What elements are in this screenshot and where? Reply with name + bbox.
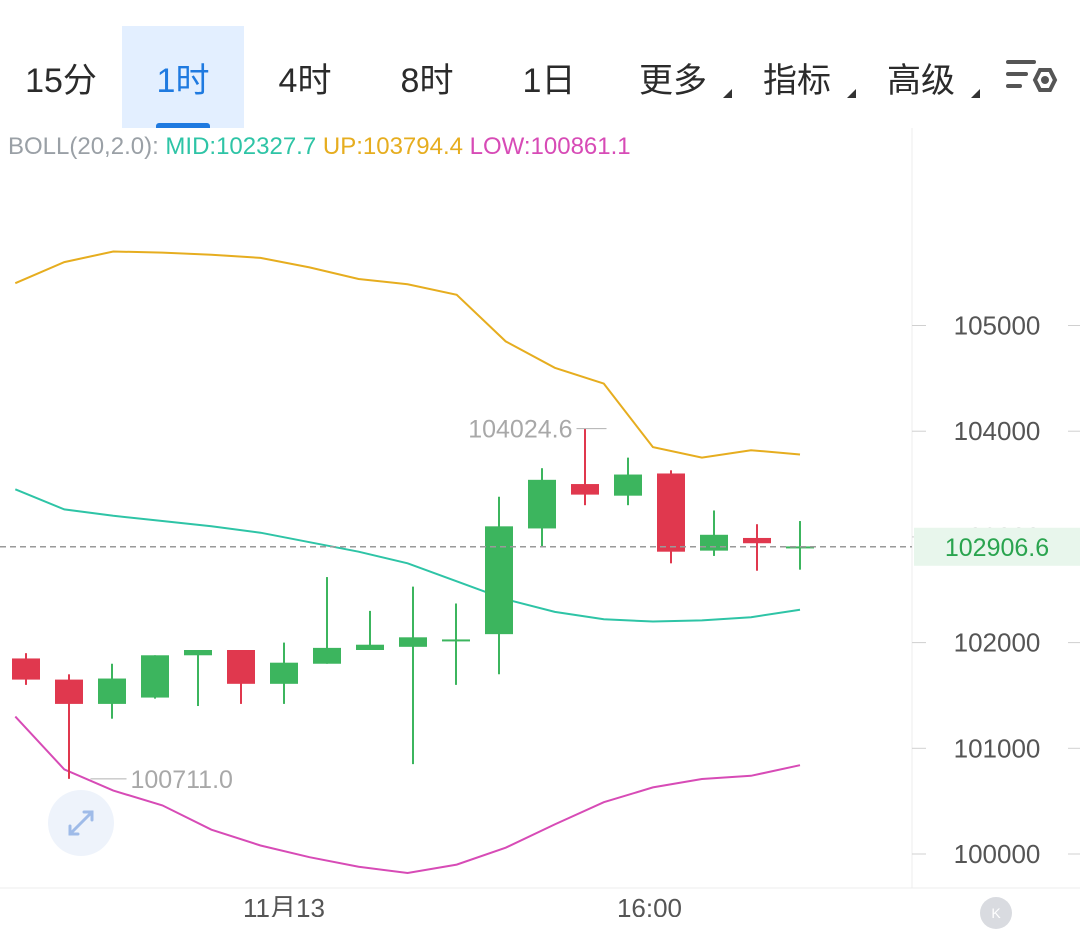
candle-body-up <box>141 655 169 698</box>
dropdown-caret-icon <box>971 89 980 98</box>
candle-body-up <box>98 678 126 704</box>
tab-label: 更多 <box>639 61 707 100</box>
tab-label: 1日 <box>522 61 576 100</box>
candle-body-up <box>614 474 642 496</box>
candle-body-up <box>356 644 384 650</box>
expand-icon <box>68 810 94 836</box>
tab-0[interactable]: 15分 <box>0 26 122 128</box>
candle-body-down <box>571 484 599 495</box>
boll-lower-band <box>14 715 801 875</box>
candle-body-up <box>184 649 212 656</box>
boll-up-value: UP:103794.4 <box>322 133 463 160</box>
candle-body-up <box>313 647 341 664</box>
x-tick-label: 11月13 <box>243 893 325 917</box>
tab-label: 8时 <box>400 61 454 100</box>
tab-label: 15分 <box>25 61 97 100</box>
current-price-label: 102906.6 <box>945 534 1049 562</box>
candle-body-up <box>399 637 427 647</box>
boll-middle-band <box>14 488 801 623</box>
candle-body-up <box>700 534 728 551</box>
timeframe-tabs: 15分 1时 4时 8时 1日 更多 指标 高级 <box>0 0 1080 128</box>
boll-indicator-name: BOLL(20,2.0): <box>8 133 159 160</box>
tab-4[interactable]: 1日 <box>488 26 610 128</box>
dropdown-caret-icon <box>847 89 856 98</box>
tab-label: 1时 <box>156 61 210 100</box>
tab-3[interactable]: 8时 <box>366 26 488 128</box>
logo-badge: K <box>980 897 1012 929</box>
low-price-label: 100711.0 <box>131 766 233 794</box>
high-price-label: 104024.6 <box>468 416 572 444</box>
tab-2[interactable]: 4时 <box>244 26 366 128</box>
candle-body-down <box>12 658 40 680</box>
chart-settings-icon[interactable] <box>1000 52 1060 102</box>
tab-label: 4时 <box>278 61 332 100</box>
candle-body-up <box>528 479 556 529</box>
active-tab-indicator <box>156 123 210 128</box>
candle-body-down <box>55 679 83 704</box>
y-tick-label: 105000 <box>954 311 1041 341</box>
boll-mid-value: MID:102327.7 <box>165 133 317 160</box>
y-tick-label: 104000 <box>954 416 1041 446</box>
boll-indicator-legend: BOLL(20,2.0): MID:102327.7 UP:103794.4 L… <box>8 133 631 161</box>
boll-upper-band <box>14 250 801 459</box>
candle-body-up <box>485 526 513 635</box>
y-tick-label: 102000 <box>954 628 1041 658</box>
tab-label: 高级 <box>887 61 955 100</box>
dropdown-caret-icon <box>723 89 732 98</box>
current-price-badge <box>914 527 1080 566</box>
x-tick-label: 16:00 <box>617 893 682 917</box>
candle-body-down <box>657 473 685 552</box>
candle-body-down <box>743 537 771 544</box>
tab-1[interactable]: 1时 <box>122 26 244 128</box>
y-tick-label: 100000 <box>954 839 1041 869</box>
tab-label: 指标 <box>763 61 831 100</box>
tab-7[interactable]: 高级 <box>860 26 982 128</box>
candlestick-chart[interactable]: 10000010100010200010300010400010500011月1… <box>0 128 1080 917</box>
y-tick-label: 101000 <box>954 733 1041 763</box>
expand-chart-button[interactable] <box>48 790 114 856</box>
candle-body-up <box>270 662 298 684</box>
candle-body-down <box>227 649 255 684</box>
tab-5[interactable]: 更多 <box>612 26 734 128</box>
tab-6[interactable]: 指标 <box>736 26 858 128</box>
candle-body-up <box>442 639 470 642</box>
boll-low-value: LOW:100861.1 <box>469 133 631 160</box>
